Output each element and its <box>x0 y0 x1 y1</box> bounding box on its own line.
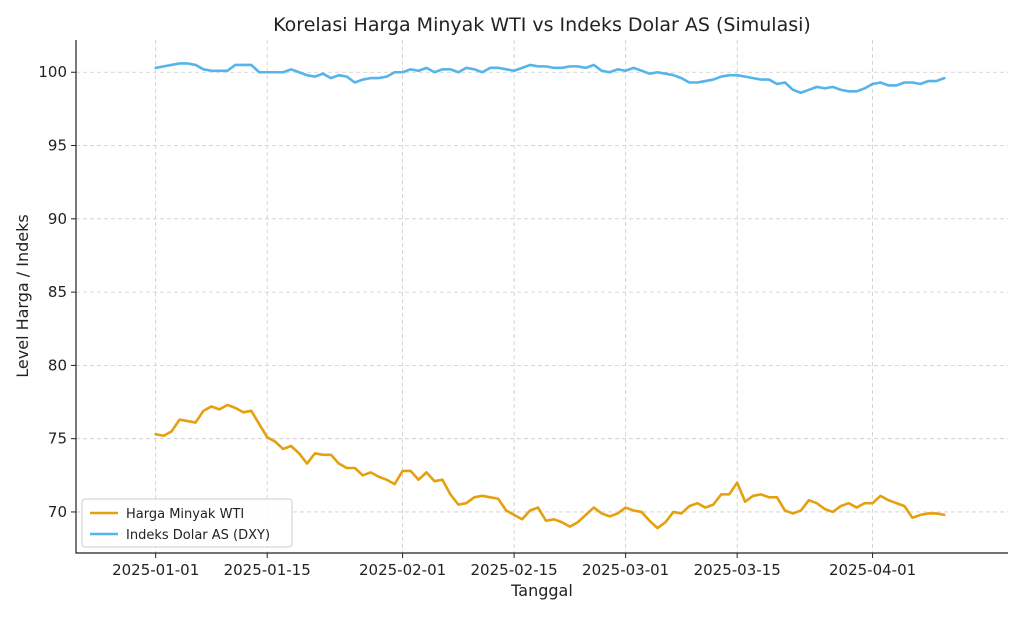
y-tick-label: 75 <box>48 430 67 448</box>
tick-labels: 70 75 80 85 90 95 100 2025-01-01 2025-01-15 2025-… <box>38 63 916 579</box>
grid-lines <box>76 40 1008 553</box>
x-tick-label: 2025-02-01 <box>359 561 446 579</box>
y-tick-label: 80 <box>48 356 67 374</box>
y-tick-label: 100 <box>38 63 67 81</box>
x-tick-label: 2025-01-01 <box>112 561 199 579</box>
chart-title: Korelasi Harga Minyak WTI vs Indeks Dola… <box>273 14 811 36</box>
y-tick-label: 70 <box>48 503 67 521</box>
series-line-dxy <box>154 62 946 95</box>
y-tick-label: 90 <box>48 210 67 228</box>
series-lines <box>154 62 946 530</box>
legend-box <box>81 498 293 548</box>
x-tick-label: 2025-01-15 <box>224 561 311 579</box>
legend: Harga Minyak WTI Indeks Dolar AS (DXY) <box>81 498 293 548</box>
x-tick-label: 2025-03-15 <box>694 561 781 579</box>
legend-label-wti: Harga Minyak WTI <box>126 507 244 522</box>
x-tick-label: 2025-02-15 <box>471 561 558 579</box>
x-tick-label: 2025-04-01 <box>829 561 916 579</box>
x-tick-label: 2025-03-01 <box>582 561 669 579</box>
axis-spines <box>75 40 1008 554</box>
legend-label-dxy: Indeks Dolar AS (DXY) <box>126 528 270 543</box>
y-axis-title: Level Harga / Indeks <box>13 214 32 377</box>
axes <box>71 40 1008 558</box>
series-line-wti <box>154 403 946 530</box>
x-axis-title: Tanggal <box>510 581 573 600</box>
y-tick-label: 85 <box>48 283 67 301</box>
y-tick-label: 95 <box>48 137 67 155</box>
